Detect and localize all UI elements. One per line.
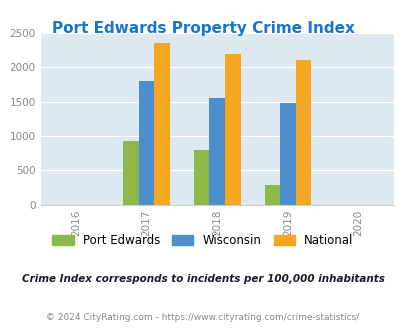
Bar <box>209 98 224 205</box>
Bar <box>279 103 295 205</box>
Text: Port Edwards Property Crime Index: Port Edwards Property Crime Index <box>51 21 354 36</box>
Bar <box>224 53 240 205</box>
Bar <box>194 150 209 205</box>
Bar <box>139 81 154 205</box>
Text: © 2024 CityRating.com - https://www.cityrating.com/crime-statistics/: © 2024 CityRating.com - https://www.city… <box>46 313 359 322</box>
Bar <box>154 43 169 205</box>
Legend: Port Edwards, Wisconsin, National: Port Edwards, Wisconsin, National <box>49 230 356 250</box>
Text: Crime Index corresponds to incidents per 100,000 inhabitants: Crime Index corresponds to incidents per… <box>21 274 384 284</box>
Bar <box>295 60 310 205</box>
Bar <box>123 141 139 205</box>
Bar <box>264 185 279 205</box>
